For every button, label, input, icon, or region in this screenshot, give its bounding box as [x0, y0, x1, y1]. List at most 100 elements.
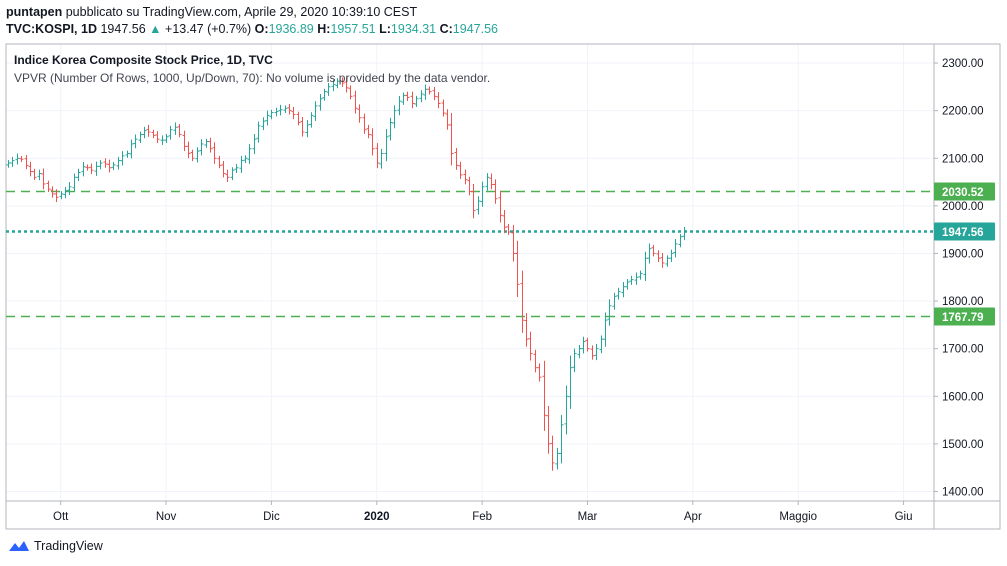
ohlc-bar	[41, 168, 46, 190]
ohlc-bar	[318, 93, 323, 111]
level-price-tag	[934, 182, 995, 201]
ohlc-bar	[590, 345, 595, 360]
ohlc-bar	[410, 91, 415, 109]
ohlc-bar	[335, 78, 340, 89]
ohlc-bar	[190, 149, 195, 162]
y-tick-label: 1400.00	[942, 486, 984, 498]
price-axis: 1400.00 1500.00 1600.00 1700.00 1800.00 1900.…	[934, 58, 995, 498]
ohlc-bar	[489, 173, 494, 190]
ohlc-bar	[98, 160, 103, 170]
publish-text: pubblicato su TradingView.com, Aprile 29…	[65, 5, 418, 19]
ohlc-bar	[467, 176, 472, 196]
ohlc-bar	[638, 270, 643, 280]
ohlc-bar	[81, 162, 86, 177]
ohlc-bar	[542, 360, 547, 431]
y-tick-label: 2100.00	[942, 153, 984, 165]
ohlc-bar	[283, 105, 288, 114]
tradingview-logo-icon	[9, 541, 29, 551]
y-tick-label: 1800.00	[942, 296, 984, 308]
ohlc-bar	[269, 109, 274, 120]
ohlc-bar	[599, 335, 604, 354]
ohlc-bar	[142, 126, 147, 139]
x-tick-label: Mar	[578, 511, 598, 523]
ohlc-bar	[476, 196, 481, 215]
ohlc-bar	[441, 99, 446, 117]
ohlc-bar	[629, 275, 634, 285]
publish-info: puntapen pubblicato su TradingView.com, …	[6, 5, 417, 19]
indicator-legend[interactable]: VPVR (Number Of Rows, 1000, Up/Down, 70)…	[14, 71, 491, 85]
last-price: 1947.56	[100, 22, 146, 36]
ohlc-bar	[511, 224, 516, 262]
time-axis: Ott Nov Dic 2020 Feb Mar Apr Maggio Giu	[53, 501, 913, 523]
x-tick-label: Nov	[156, 511, 177, 523]
ohlc-bar	[54, 189, 59, 203]
ohlc-bar	[225, 169, 230, 183]
ohlc-bar	[366, 124, 371, 139]
ohlc-bar	[559, 414, 564, 464]
x-tick-label: Feb	[472, 511, 492, 523]
ohlc-bar	[173, 122, 178, 135]
ohlc-bar	[493, 179, 498, 204]
y-tick-label: 1500.00	[942, 439, 984, 451]
ohlc-bar	[24, 154, 29, 170]
ohlc-bar	[76, 168, 81, 182]
plot-frame	[5, 43, 1001, 530]
ohlc-bar	[265, 110, 270, 126]
ohlc-bar	[103, 158, 108, 168]
ohlc-bar	[116, 156, 121, 170]
ohlc-bar	[107, 159, 112, 173]
ohlc-bar	[498, 190, 503, 223]
ohlc-bar	[669, 249, 674, 263]
ohlc-bar	[414, 95, 419, 107]
ohlc-bar	[485, 173, 490, 191]
ohlc-bar	[660, 252, 665, 268]
author-name[interactable]: puntapen	[6, 5, 63, 19]
ohlc-bar	[397, 96, 402, 116]
ohlc-bar	[515, 240, 520, 298]
ohlc-header: TVC:KOSPI, 1D 1947.56 ▲ +13.47 (+0.7%) O…	[6, 22, 498, 36]
ohlc-bar	[665, 255, 670, 267]
ohlc-bar	[506, 223, 511, 235]
ohlc-bar	[37, 169, 42, 181]
ohlc-bar	[388, 117, 393, 141]
ohlc-bar	[445, 109, 450, 130]
ohlc-bar	[449, 113, 454, 166]
y-tick-label: 1900.00	[942, 248, 984, 260]
ohlc-bar	[581, 336, 586, 354]
ohlc-bar	[643, 251, 648, 282]
ohlc-bar	[313, 101, 318, 121]
ohlc-bar	[673, 239, 678, 258]
ohlc-bar	[463, 169, 468, 185]
ohlc-bar	[427, 86, 432, 95]
brand-footer[interactable]: TradingView	[8, 539, 103, 553]
ohlc-bar	[621, 282, 626, 298]
ohlc-bar	[261, 117, 266, 131]
ohlc-bar	[85, 164, 90, 171]
ohlc-bar	[616, 287, 621, 300]
ohlc-bar	[10, 156, 15, 167]
ohlc-bar	[111, 162, 116, 171]
ohlc-bar	[278, 104, 283, 116]
ohlc-bar	[326, 83, 331, 96]
ohlc-bar	[436, 92, 441, 109]
x-tick-label: 2020	[364, 511, 390, 523]
ohlc-bar	[243, 155, 248, 164]
ohlc-bar	[155, 131, 160, 144]
ohlc-bar	[612, 292, 617, 310]
ohlc-bar	[133, 134, 138, 149]
ohlc-bar	[357, 104, 362, 123]
x-tick-label: Dic	[263, 511, 280, 523]
price-change: +13.47 (+0.7%)	[165, 22, 252, 36]
ohlc-bar	[379, 148, 384, 169]
x-tick-label: Maggio	[779, 511, 817, 523]
ohlc-bar	[572, 348, 577, 373]
series-legend-title[interactable]: Indice Korea Composite Stock Price, 1D, …	[14, 53, 273, 67]
level-price-tag	[934, 307, 995, 326]
ohlc-bar	[274, 107, 279, 117]
ohlc-bar	[520, 270, 525, 333]
ohlc-bar	[603, 312, 608, 347]
ohlc-bar	[384, 129, 389, 162]
ohlc-bar	[370, 128, 375, 156]
x-tick-label: Apr	[684, 511, 702, 523]
